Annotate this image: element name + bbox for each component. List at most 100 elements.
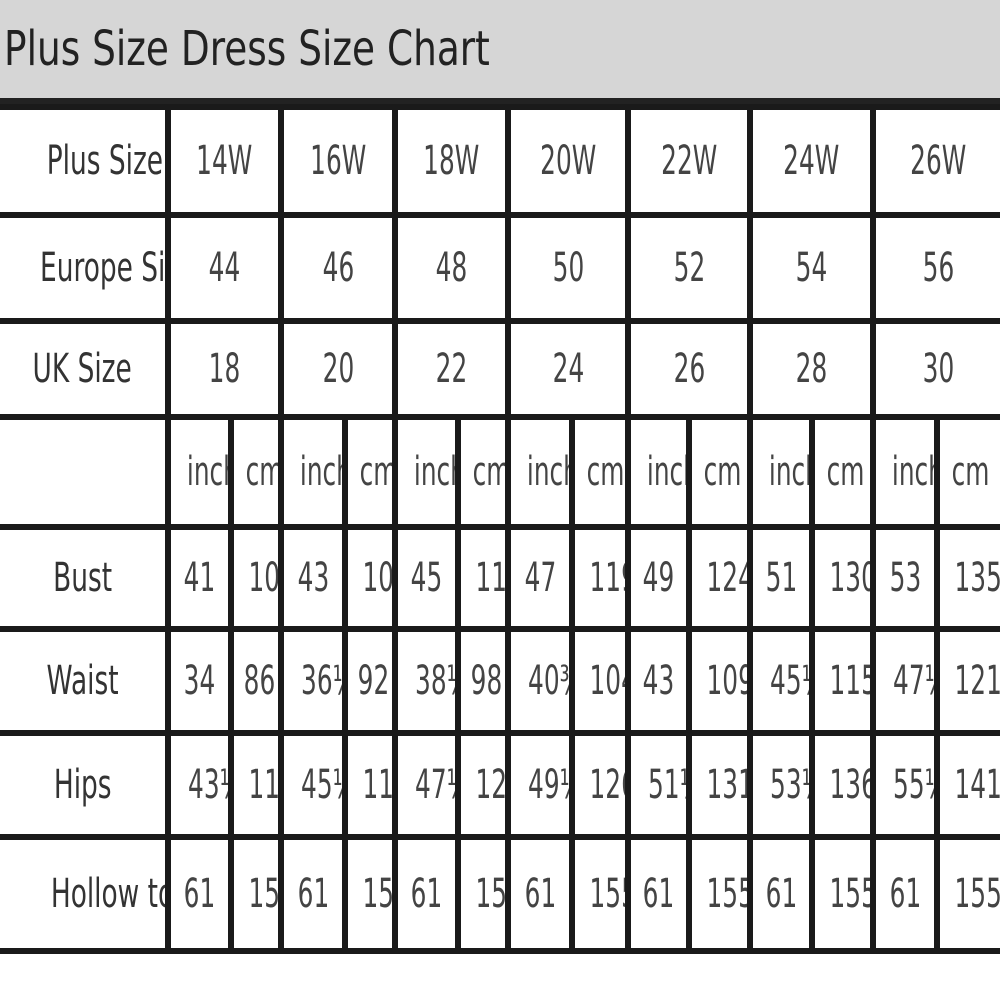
size-cell-text: 18 — [208, 346, 241, 392]
unit-cm-cell-text: cm — [472, 449, 509, 495]
measurement-row: Hollow to Floor 61 155 61 155 61 155 61 155 61 155… — [0, 834, 1000, 954]
value-cell-text: 155 — [248, 871, 281, 917]
size-cell-text: 30 — [922, 346, 954, 392]
size-cell-text: 24W — [783, 138, 840, 184]
value-cell: 36¼ — [278, 626, 349, 736]
size-cell: 24W — [747, 104, 877, 218]
unit-cm-cell: cm — [686, 414, 754, 530]
value-cell: 47½ — [392, 730, 462, 840]
row-label: Hips — [0, 730, 171, 840]
unit-cm-cell-text: cm — [359, 449, 396, 495]
value-cell-text: 130 — [829, 555, 874, 601]
value-cell-text: 135 — [954, 555, 1000, 601]
value-cell: 86 — [227, 626, 285, 736]
value-cell-text: 104 — [248, 555, 281, 601]
chart-title-bar: Plus Size Dress Size Chart — [0, 0, 1000, 104]
value-cell-text: 115 — [829, 658, 874, 704]
value-cell-text: 92 — [357, 658, 390, 704]
value-cell-text: 47½ — [415, 762, 452, 808]
value-cell-text: 141 — [954, 762, 1000, 808]
size-cell: 18W — [392, 104, 512, 218]
value-cell: 104 — [227, 524, 285, 632]
value-cell-text: 51½ — [648, 762, 683, 808]
value-cell-text: 55½ — [893, 762, 931, 808]
value-cell-text: 116 — [362, 762, 395, 808]
value-cell: 104 — [569, 626, 632, 736]
value-cell-text: 53 — [889, 555, 921, 601]
value-cell: 47 — [505, 524, 576, 632]
size-cell: 56 — [870, 212, 1000, 324]
size-cell: 14W — [164, 104, 285, 218]
value-cell-text: 121 — [954, 658, 1000, 704]
unit-inch-cell-text: inch — [646, 449, 684, 495]
value-cell: 155 — [934, 834, 1000, 954]
size-cell-text: 26 — [673, 346, 705, 392]
value-cell-text: 126 — [589, 762, 623, 808]
size-cell: 54 — [747, 212, 877, 324]
unit-inch-cell: inch — [505, 414, 576, 530]
size-cell: 26W — [870, 104, 1000, 218]
value-cell: 136 — [809, 730, 877, 840]
empty-label-cell — [0, 414, 171, 530]
value-cell-text: 109 — [362, 555, 395, 601]
value-cell-text: 43½ — [188, 762, 225, 808]
value-cell: 43 — [278, 524, 349, 632]
value-cell: 110 — [227, 730, 285, 840]
measurement-row: Waist 34 86 36¼ 92 38½ 98 40¾ 104 43 109 45¼ 115 47½ 1… — [0, 626, 1000, 736]
europe-size-row: Europe Size 44 46 48 50 52 54 56 — [0, 212, 1000, 324]
row-label: Plus Size (US) — [0, 104, 171, 218]
value-cell: 61 — [625, 834, 693, 954]
value-cell: 49 — [625, 524, 693, 632]
value-cell-text: 40¾ — [528, 658, 566, 704]
value-cell-text: 98 — [470, 658, 503, 704]
value-cell-text: 119 — [589, 555, 623, 601]
chart-title: Plus Size Dress Size Chart — [4, 21, 490, 77]
unit-inch-cell: inch — [392, 414, 462, 530]
value-cell-text: 121 — [475, 762, 508, 808]
value-cell-text: 109 — [706, 658, 751, 704]
unit-cm-cell-text: cm — [703, 449, 742, 495]
row-label-text: Hips — [53, 762, 112, 808]
size-cell: 16W — [278, 104, 399, 218]
value-cell-text: 61 — [297, 871, 329, 917]
value-cell-text: 61 — [765, 871, 797, 917]
us-size-row: Plus Size (US) 14W 16W 18W 20W 22W 24W 26W — [0, 104, 1000, 218]
value-cell-text: 131 — [706, 762, 751, 808]
size-cell-text: 46 — [322, 245, 354, 291]
value-cell: 51 — [747, 524, 816, 632]
size-cell: 18 — [164, 318, 285, 420]
value-cell: 124 — [686, 524, 754, 632]
measurement-row: Hips 43½ 110 45½ 116 47½ 121 49½ 126 51½ 131 53½ 136… — [0, 730, 1000, 840]
size-cell-text: 22W — [661, 138, 718, 184]
value-cell: 155 — [455, 834, 512, 954]
size-cell: 28 — [747, 318, 877, 420]
size-cell: 26 — [625, 318, 754, 420]
value-cell: 49½ — [505, 730, 576, 840]
value-cell-text: 155 — [362, 871, 395, 917]
value-cell: 34 — [165, 626, 234, 736]
value-cell: 43 — [625, 626, 693, 736]
size-cell: 22W — [625, 104, 754, 218]
size-cell: 24 — [505, 318, 632, 420]
unit-inch-cell-text: inch — [186, 449, 225, 495]
value-cell: 116 — [342, 730, 399, 840]
value-cell-text: 51 — [765, 555, 797, 601]
value-cell-text: 104 — [589, 658, 623, 704]
value-cell: 155 — [686, 834, 754, 954]
unit-inch-cell-text: inch — [769, 449, 806, 495]
row-label-text: Hollow to Floor — [50, 871, 162, 917]
value-cell: 92 — [342, 626, 399, 736]
size-cell: 50 — [505, 212, 632, 324]
value-cell: 45½ — [278, 730, 349, 840]
unit-cm-cell-text: cm — [826, 449, 865, 495]
value-cell-text: 155 — [706, 871, 751, 917]
value-cell-text: 114 — [475, 555, 508, 601]
unit-cm-cell: cm — [342, 414, 399, 530]
value-cell: 61 — [392, 834, 462, 954]
value-cell: 61 — [870, 834, 941, 954]
value-cell: 45¼ — [747, 626, 816, 736]
value-cell-text: 41 — [183, 555, 216, 601]
size-cell-text: 28 — [795, 346, 828, 392]
value-cell-text: 38½ — [415, 658, 452, 704]
